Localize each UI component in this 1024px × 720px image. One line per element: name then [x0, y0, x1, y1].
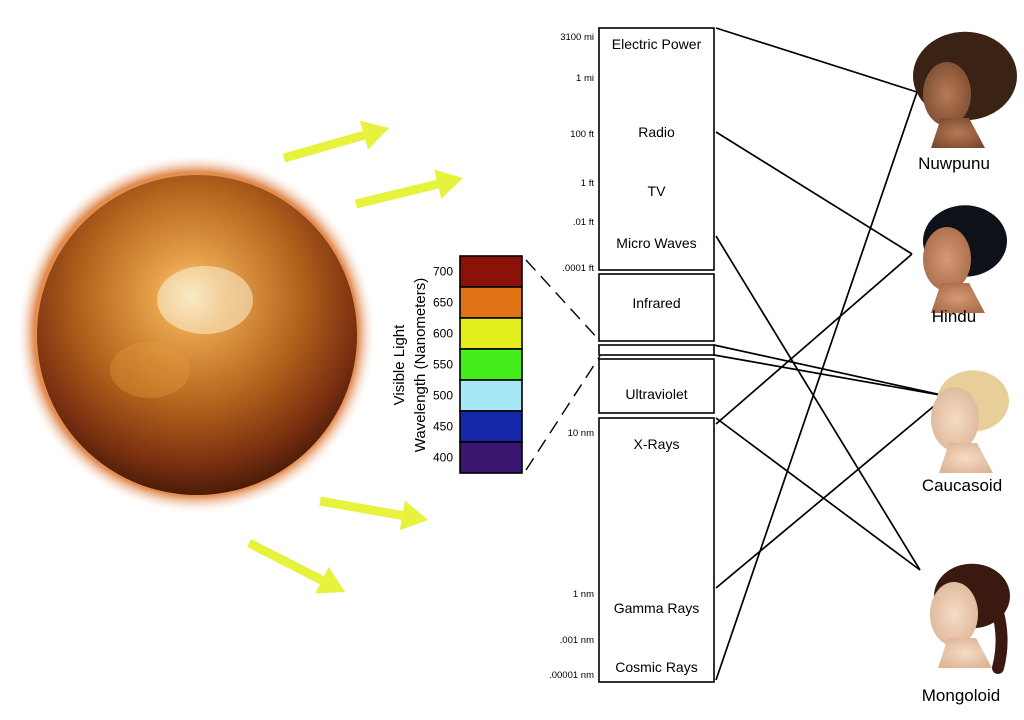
- visible-light-palette: 700 650 600 550 500 450 400: [433, 255, 601, 474]
- person-label-mongoloid: Mongoloid: [922, 686, 1000, 705]
- band-label-micro-waves: Micro Waves: [616, 235, 696, 251]
- color-swatch-650: [459, 286, 523, 319]
- band-label-cosmic-rays: Cosmic Rays: [615, 659, 697, 675]
- scale-label: 1 nm: [573, 589, 594, 600]
- band-label-tv: TV: [648, 183, 667, 199]
- scale-label: 3100 mi: [560, 32, 594, 43]
- wavelength-tick-label: 550: [433, 358, 453, 372]
- connection-line-micro-waves-to-mongoloid: [715, 235, 921, 571]
- color-swatch-500: [459, 379, 523, 412]
- radiation-arrows: [246, 120, 463, 594]
- spectrum-box-long-waves: [598, 27, 715, 271]
- people-column: Nuwpunu Hindu Caucasoid Mongoloid: [913, 31, 1017, 705]
- color-swatch-700: [459, 255, 523, 288]
- radiation-arrow-icon: [354, 169, 463, 209]
- connection-line-gamma-rays-to-caucasoid: [715, 395, 947, 589]
- color-swatch-600: [459, 317, 523, 350]
- sun-illustration: [16, 154, 376, 514]
- visible-light-title-line1: Visible Light: [391, 324, 408, 405]
- color-swatch-550: [459, 348, 523, 381]
- person-label-caucasoid: Caucasoid: [922, 476, 1002, 495]
- radiation-arrow-icon: [246, 538, 345, 594]
- scale-label: 10 nm: [568, 428, 594, 439]
- person-portrait-icon: [930, 563, 1010, 674]
- band-label-infrared: Infrared: [632, 295, 680, 311]
- wavelength-tick-label: 500: [433, 389, 453, 403]
- spectrum-box-infrared: [598, 273, 715, 342]
- connection-line-radio-to-hindu: [715, 131, 913, 255]
- scale-label: 1 mi: [576, 73, 594, 84]
- connection-lines: [713, 27, 947, 681]
- scale-label: 100 ft: [570, 129, 594, 140]
- radiation-arrow-icon: [319, 496, 428, 531]
- connection-line-visible-to-caucasoid: [713, 344, 947, 397]
- person-portrait-icon: [923, 205, 1007, 313]
- person-portrait-icon: [913, 31, 1017, 148]
- band-label-ultraviolet: Ultraviolet: [625, 386, 687, 402]
- wavelength-tick-label: 450: [433, 420, 453, 434]
- scale-label: .00001 nm: [549, 670, 594, 681]
- wavelength-tick-label: 650: [433, 296, 453, 310]
- spectrum-box-ultraviolet: [598, 358, 715, 414]
- band-label-x-rays: X-Rays: [634, 436, 680, 452]
- connection-line-cosmic-rays-to-nuwpunu: [715, 91, 918, 681]
- color-swatch-450: [459, 410, 523, 443]
- scale-label: .0001 ft: [562, 263, 594, 274]
- visible-guide-bottom: [525, 355, 601, 471]
- visible-light-title: Visible Light Wavelength (Nanometers): [391, 278, 429, 453]
- band-label-electric-power: Electric Power: [612, 36, 702, 52]
- person-label-nuwpunu: Nuwpunu: [918, 154, 990, 173]
- connection-line-ultraviolet-to-hindu: [715, 253, 913, 425]
- spectrum-column: Electric Power Radio TV Micro Waves Infrared…: [549, 27, 715, 683]
- band-label-radio: Radio: [638, 124, 675, 140]
- wavelength-tick-label: 400: [433, 451, 453, 465]
- color-swatch-400: [459, 441, 523, 474]
- person-portrait-icon: [931, 370, 1009, 473]
- wavelength-tick-label: 700: [433, 265, 453, 279]
- spectrum-box-visible: [598, 344, 715, 356]
- connection-line-electric-power-to-nuwpunu: [715, 27, 918, 93]
- scale-label: .01 ft: [573, 217, 594, 228]
- wavelength-tick-label: 600: [433, 327, 453, 341]
- person-label-hindu: Hindu: [932, 307, 976, 326]
- scale-label: 1 ft: [581, 178, 595, 189]
- scale-label: .001 nm: [560, 635, 594, 646]
- visible-guide-top: [525, 259, 601, 342]
- connection-line-visible-to-caucasoid: [713, 354, 947, 397]
- spectrum-box-short-waves: [598, 417, 715, 683]
- connection-line-x-rays-to-mongoloid: [715, 417, 921, 571]
- band-label-gamma-rays: Gamma Rays: [614, 600, 700, 616]
- radiation-arrow-icon: [282, 120, 389, 163]
- visible-light-title-line2: Wavelength (Nanometers): [412, 278, 429, 453]
